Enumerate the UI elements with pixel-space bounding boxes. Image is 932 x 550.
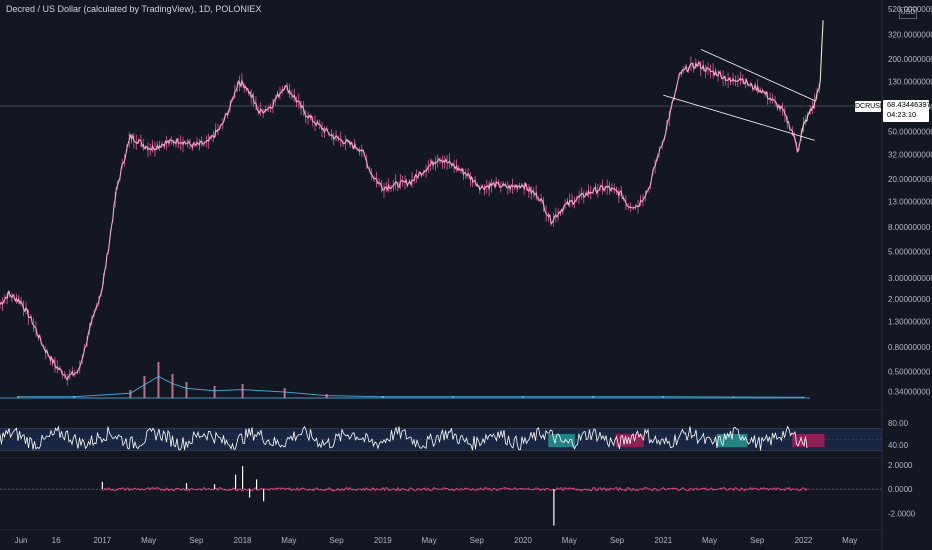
- rsi-tick-label: 80.00: [888, 419, 909, 428]
- volume-bar: [185, 382, 188, 398]
- time-tick-label: Sep: [610, 536, 625, 545]
- price-tick-label: 200.00000000: [888, 55, 932, 64]
- time-tick-label: May: [141, 536, 156, 545]
- osc-tick-label: -2.0000: [888, 509, 916, 518]
- price-tick-label: 5.00000000: [888, 247, 931, 256]
- time-tick-label: 16: [52, 536, 61, 545]
- time-tick-label: May: [842, 536, 857, 545]
- price-tick-label: 8.00000000: [888, 223, 931, 232]
- last-price-value: 68.43446397: [887, 100, 931, 109]
- time-tick-label: 2018: [234, 536, 252, 545]
- symbol-label: DCRUSD: [855, 101, 885, 112]
- time-tick-label: 2017: [93, 536, 111, 545]
- price-tick-label: 0.50000000: [888, 367, 931, 376]
- time-tick-label: Sep: [470, 536, 485, 545]
- osc-tick-label: 2.0000: [888, 461, 913, 470]
- price-tick-label: 32.00000000: [888, 151, 932, 160]
- currency-button[interactable]: USD: [899, 7, 917, 19]
- time-tick-label: Jun: [15, 536, 28, 545]
- price-tick-label: 20.00000000: [888, 175, 932, 184]
- time-tick-label: Sep: [189, 536, 204, 545]
- price-tick-label: 1.30000000: [888, 318, 931, 327]
- volume-bar: [157, 362, 160, 398]
- osc-tick-label: 0.0000: [888, 485, 913, 494]
- time-tick-label: Sep: [750, 536, 765, 545]
- time-tick-label: May: [422, 536, 437, 545]
- volume-bar: [143, 376, 146, 398]
- volume-bar: [213, 386, 216, 398]
- bar-countdown: 04:23:10: [887, 110, 917, 119]
- price-tick-label: 320.00000000: [888, 30, 932, 39]
- time-tick-label: May: [281, 536, 296, 545]
- rsi-zone-red: [792, 434, 825, 448]
- time-tick-label: Sep: [329, 536, 344, 545]
- channel-lower-line: [663, 94, 815, 141]
- price-tick-label: 130.00000000: [888, 77, 932, 86]
- time-tick-label: 2020: [514, 536, 532, 545]
- volume-bar: [283, 388, 286, 398]
- time-tick-label: 2019: [374, 536, 392, 545]
- rsi-zone-green: [548, 434, 575, 448]
- volume-bar: [129, 390, 132, 398]
- rsi-line: [0, 425, 808, 451]
- price-tick-label: 0.34000000: [888, 387, 931, 396]
- price-tick-label: 50.00000000: [888, 127, 932, 136]
- price-tick-label: 13.00000000: [888, 197, 932, 206]
- time-tick-label: 2022: [795, 536, 813, 545]
- price-tick-label: 520.00000000: [888, 5, 932, 14]
- volume-bar: [171, 374, 174, 398]
- osc-line: [102, 486, 808, 492]
- channel-upper-line: [700, 49, 815, 101]
- price-series: [0, 61, 802, 381]
- chart-title: Decred / US Dollar (calculated by Tradin…: [6, 4, 262, 14]
- price-tick-label: 3.00000000000: [888, 274, 932, 283]
- volume-bar: [241, 384, 244, 398]
- time-tick-label: May: [702, 536, 717, 545]
- volume-ma-line: [18, 375, 804, 398]
- time-tick-label: May: [562, 536, 577, 545]
- price-series-recent: [800, 20, 824, 135]
- time-tick-label: 2021: [654, 536, 672, 545]
- price-tick-label: 0.80000000: [888, 343, 931, 352]
- rsi-tick-label: 40.00: [888, 441, 909, 450]
- price-tick-label: 2.00000000: [888, 295, 931, 304]
- last-price-label: 68.43446397 04:23:10: [883, 100, 931, 122]
